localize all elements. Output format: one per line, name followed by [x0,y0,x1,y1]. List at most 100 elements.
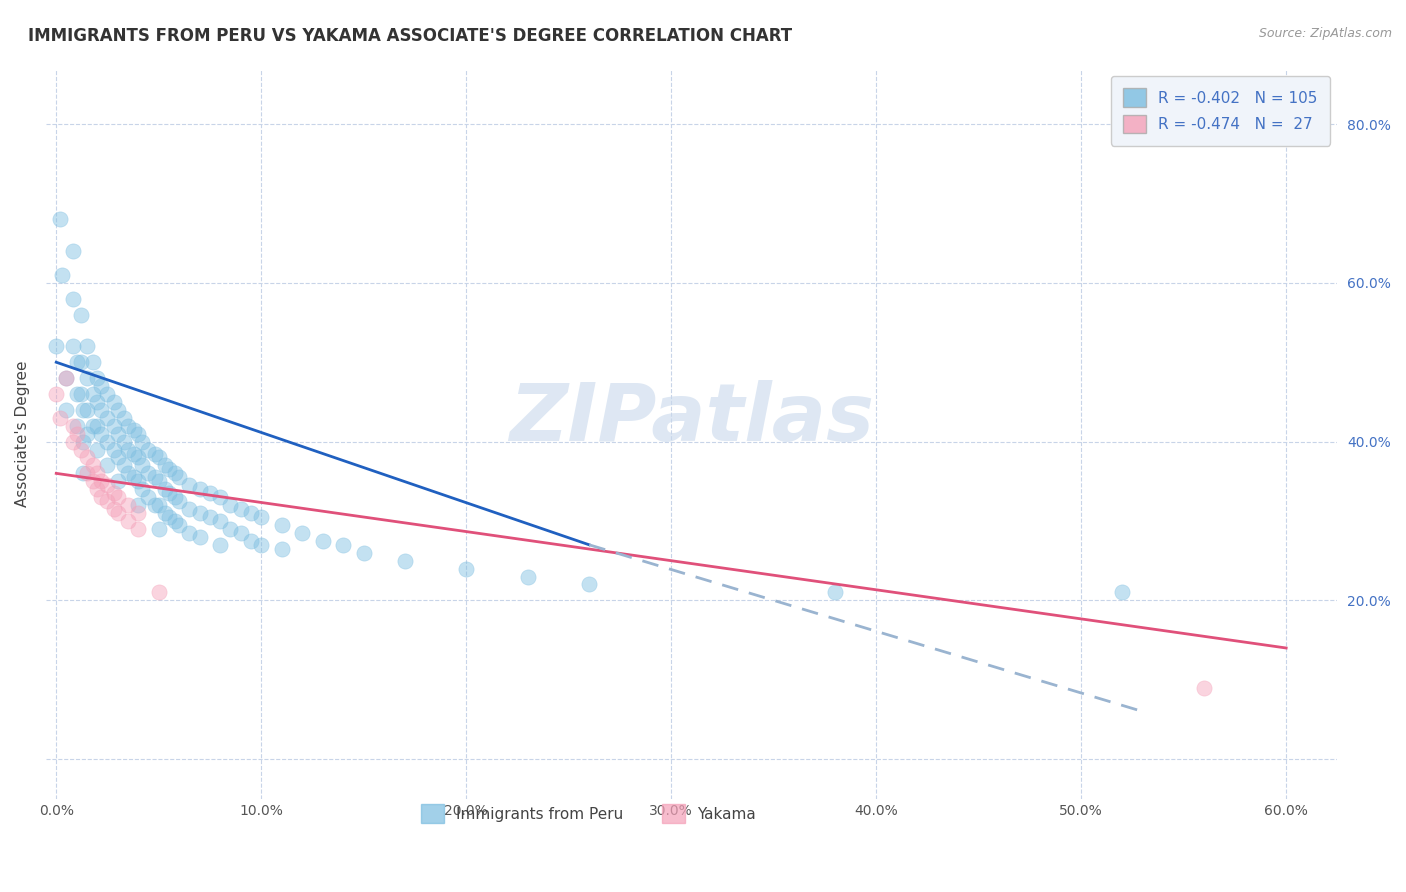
Point [209,538,232,552]
Point [112,410,135,425]
Point [131,458,153,473]
Point [239,506,262,520]
Point [209,514,232,528]
Point [250,510,273,524]
Point [117,514,139,528]
Point [90,475,112,489]
Point [167,518,190,533]
Text: Source: ZipAtlas.com: Source: ZipAtlas.com [1258,27,1392,40]
Point [312,533,335,548]
Point [198,510,221,524]
Point [86,482,108,496]
Point [148,498,170,512]
Point [153,458,176,473]
Point [62,244,84,258]
Point [62,292,84,306]
Point [179,478,201,492]
Point [270,518,292,533]
Point [138,467,160,481]
Point [179,525,201,540]
Point [1192,681,1215,695]
Point [127,498,149,512]
Point [167,494,190,508]
Point [96,494,118,508]
Point [69,442,91,457]
Point [578,577,600,591]
Point [107,426,129,441]
Point [62,339,84,353]
Point [1111,585,1133,599]
Point [96,387,118,401]
Point [62,434,84,449]
Point [143,498,166,512]
Point [127,450,149,465]
Point [122,446,145,460]
Point [353,546,375,560]
Point [117,442,139,457]
Text: IMMIGRANTS FROM PERU VS YAKAMA ASSOCIATE'S DEGREE CORRELATION CHART: IMMIGRANTS FROM PERU VS YAKAMA ASSOCIATE… [28,27,792,45]
Point [86,418,108,433]
Point [90,379,112,393]
Point [82,475,104,489]
Point [72,402,94,417]
Point [49,212,72,227]
Point [516,569,538,583]
Point [157,486,180,500]
Point [209,490,232,504]
Point [219,498,242,512]
Legend: Immigrants from Peru, Yakama: Immigrants from Peru, Yakama [409,792,768,835]
Text: ZIPatlas: ZIPatlas [509,380,875,458]
Point [76,426,98,441]
Point [394,554,416,568]
Point [112,434,135,449]
Point [148,522,170,536]
Point [332,538,354,552]
Point [143,470,166,484]
Point [86,371,108,385]
Point [107,490,129,504]
Point [229,502,252,516]
Point [66,387,89,401]
Point [76,402,98,417]
Point [55,402,77,417]
Point [131,434,153,449]
Point [107,506,129,520]
Point [45,387,67,401]
Point [153,482,176,496]
Point [96,410,118,425]
Y-axis label: Associate's Degree: Associate's Degree [15,360,30,507]
Point [117,467,139,481]
Point [76,339,98,353]
Point [76,467,98,481]
Point [167,470,190,484]
Point [127,522,149,536]
Point [103,418,125,433]
Point [239,533,262,548]
Point [456,561,478,575]
Point [86,467,108,481]
Point [103,486,125,500]
Point [107,402,129,417]
Point [179,502,201,516]
Point [103,442,125,457]
Point [165,490,187,504]
Point [55,371,77,385]
Point [76,371,98,385]
Point [51,268,73,282]
Point [82,418,104,433]
Point [69,308,91,322]
Point [86,395,108,409]
Point [69,355,91,369]
Point [138,490,160,504]
Point [117,498,139,512]
Point [62,418,84,433]
Point [188,506,211,520]
Point [66,418,89,433]
Point [157,510,180,524]
Point [157,462,180,476]
Point [143,446,166,460]
Point [127,506,149,520]
Point [45,339,67,353]
Point [107,450,129,465]
Point [138,442,160,457]
